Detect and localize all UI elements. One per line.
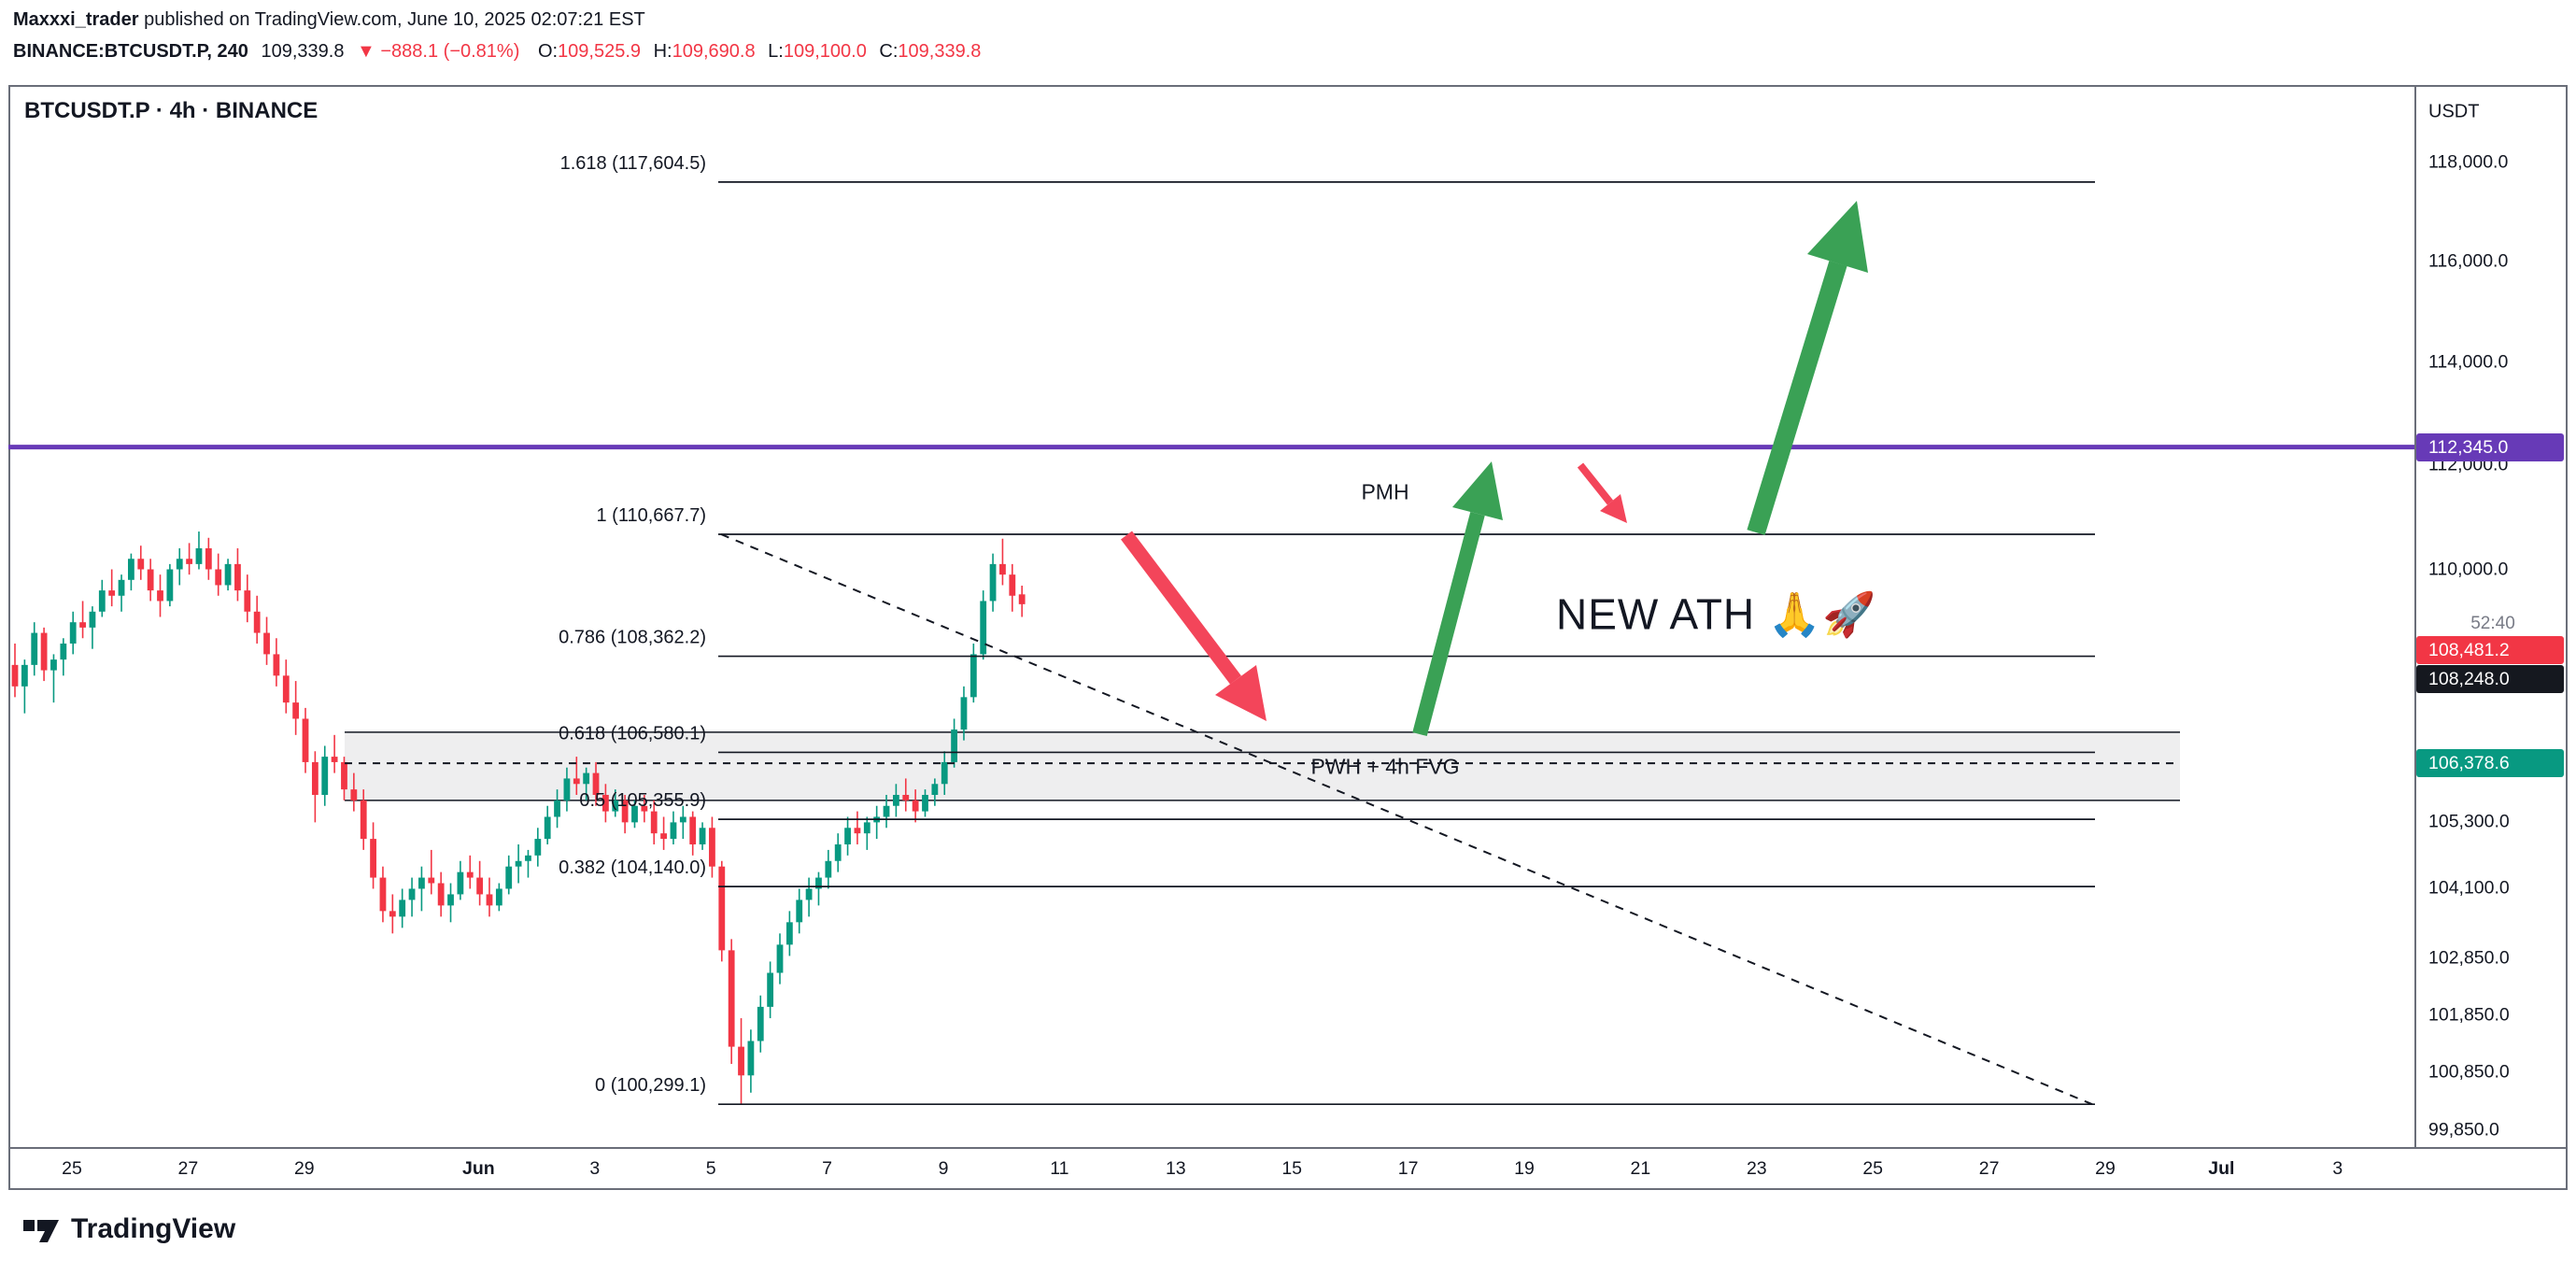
arrow-red-small-icon [1577, 462, 1627, 523]
price-axis-label: 104,100.0 [2428, 877, 2510, 899]
price-axis-label: 100,850.0 [2428, 1061, 2510, 1083]
arrow-green-large-icon [1747, 201, 1868, 535]
price-badge: 108,481.2 [2416, 635, 2564, 664]
price-axis-label: 102,850.0 [2428, 947, 2510, 969]
tradingview-wordmark: TradingView [71, 1213, 236, 1244]
publish-info-text: published on TradingView.com, June 10, 2… [138, 9, 645, 30]
fvg-zone [345, 731, 2180, 801]
fib-level-label: 0.786 (108,362.2) [559, 628, 706, 648]
time-axis-separator [8, 1147, 2568, 1149]
new-ath-text-annotation: NEW ATH 🙏🚀 [1556, 589, 1877, 639]
price-change: ▼ −888.1 (−0.81%) [357, 41, 520, 62]
fib-retracement: 1.618 (117,604.5) 1 (110,667.7) 0.786 (108… [559, 153, 2095, 1106]
price-axis-label: 118,000.0 [2428, 151, 2509, 173]
low-label: L: [768, 41, 784, 62]
axis-currency-label: USDT [2428, 101, 2480, 122]
fib-level-label: 0 (100,299.1) [595, 1075, 706, 1096]
symbol-info-line: BINANCE:BTCUSDT.P, 240 109,339.8 ▼ −888.… [13, 41, 981, 63]
price-axis-label: 116,000.0 [2428, 250, 2509, 272]
low-value: 109,100.0 [783, 41, 867, 62]
fib-level-label: 1.618 (117,604.5) [560, 153, 706, 174]
publisher-name[interactable]: Maxxxi_trader [13, 9, 139, 30]
high-value: 109,690.8 [672, 41, 756, 62]
tradingview-logo-icon [23, 1220, 59, 1242]
price-axis-label: 110,000.0 [2428, 559, 2509, 579]
chart-widget-frame [8, 85, 2568, 1190]
price-axis-label: 101,850.0 [2428, 1004, 2510, 1026]
candlestick-series[interactable] [11, 531, 1026, 1105]
price-badge: 112,345.0 [2416, 432, 2564, 461]
pmh-text-annotation: PMH [1361, 479, 1409, 504]
price-axis-separator [2414, 85, 2416, 1149]
close-label: C: [879, 41, 899, 62]
open-value: 109,525.9 [558, 41, 642, 62]
price-badge: 106,378.6 [2416, 749, 2564, 778]
fib-level-label: 0.5 (105,355.9) [579, 790, 706, 811]
close-value: 109,339.8 [898, 41, 982, 62]
price-axis[interactable]: USDT 52:40 118,000.0 116,000.0 114,000.0 11… [2416, 0, 2569, 1261]
arrow-red-large-icon [1121, 531, 1267, 721]
fib-level-label: 0.382 (104,140.0) [559, 857, 706, 878]
arrow-green-medium-icon [1412, 461, 1503, 737]
price-badge: 108,248.0 [2416, 664, 2564, 693]
last-price: 109,339.8 [261, 41, 345, 62]
fib-level-label: 0.618 (106,580.1) [559, 723, 706, 744]
publish-info-line: Maxxxi_trader published on TradingView.c… [13, 9, 645, 31]
chart-legend-title[interactable]: BTCUSDT.P · 4h · BINANCE [24, 98, 318, 123]
open-label: O: [537, 41, 559, 62]
symbol-name[interactable]: BINANCE:BTCUSDT.P, 240 [13, 41, 248, 62]
price-axis-label: 114,000.0 [2428, 351, 2509, 373]
bar-countdown: 52:40 [2470, 614, 2515, 633]
pwh-fvg-text-annotation: PWH + 4h FVG [1310, 754, 1460, 779]
tradingview-footer[interactable]: TradingView [22, 1211, 235, 1248]
price-axis-label: 105,300.0 [2428, 811, 2510, 832]
price-axis-label: 99,850.0 [2428, 1119, 2499, 1141]
high-label: H: [653, 41, 672, 62]
fib-level-label: 1 (110,667.7) [597, 505, 707, 526]
